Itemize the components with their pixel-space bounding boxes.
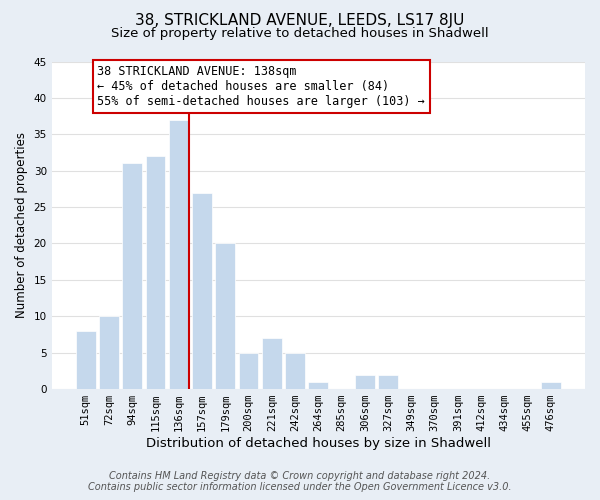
Bar (215, 244, 235, 389)
Bar (169, 120, 188, 389)
Bar (192, 192, 212, 389)
Bar (122, 164, 142, 389)
Text: Size of property relative to detached houses in Shadwell: Size of property relative to detached ho… (111, 28, 489, 40)
Text: 38 STRICKLAND AVENUE: 138sqm
← 45% of detached houses are smaller (84)
55% of se: 38 STRICKLAND AVENUE: 138sqm ← 45% of de… (97, 65, 425, 108)
Bar (378, 374, 398, 389)
Bar (308, 382, 328, 389)
Text: 38, STRICKLAND AVENUE, LEEDS, LS17 8JU: 38, STRICKLAND AVENUE, LEEDS, LS17 8JU (136, 12, 464, 28)
Bar (99, 316, 119, 389)
Bar (76, 331, 95, 389)
Bar (146, 156, 166, 389)
Bar (285, 352, 305, 389)
X-axis label: Distribution of detached houses by size in Shadwell: Distribution of detached houses by size … (146, 437, 491, 450)
Bar (262, 338, 282, 389)
Bar (541, 382, 561, 389)
Y-axis label: Number of detached properties: Number of detached properties (15, 132, 28, 318)
Bar (239, 352, 259, 389)
Bar (355, 374, 375, 389)
Text: Contains HM Land Registry data © Crown copyright and database right 2024.
Contai: Contains HM Land Registry data © Crown c… (88, 471, 512, 492)
